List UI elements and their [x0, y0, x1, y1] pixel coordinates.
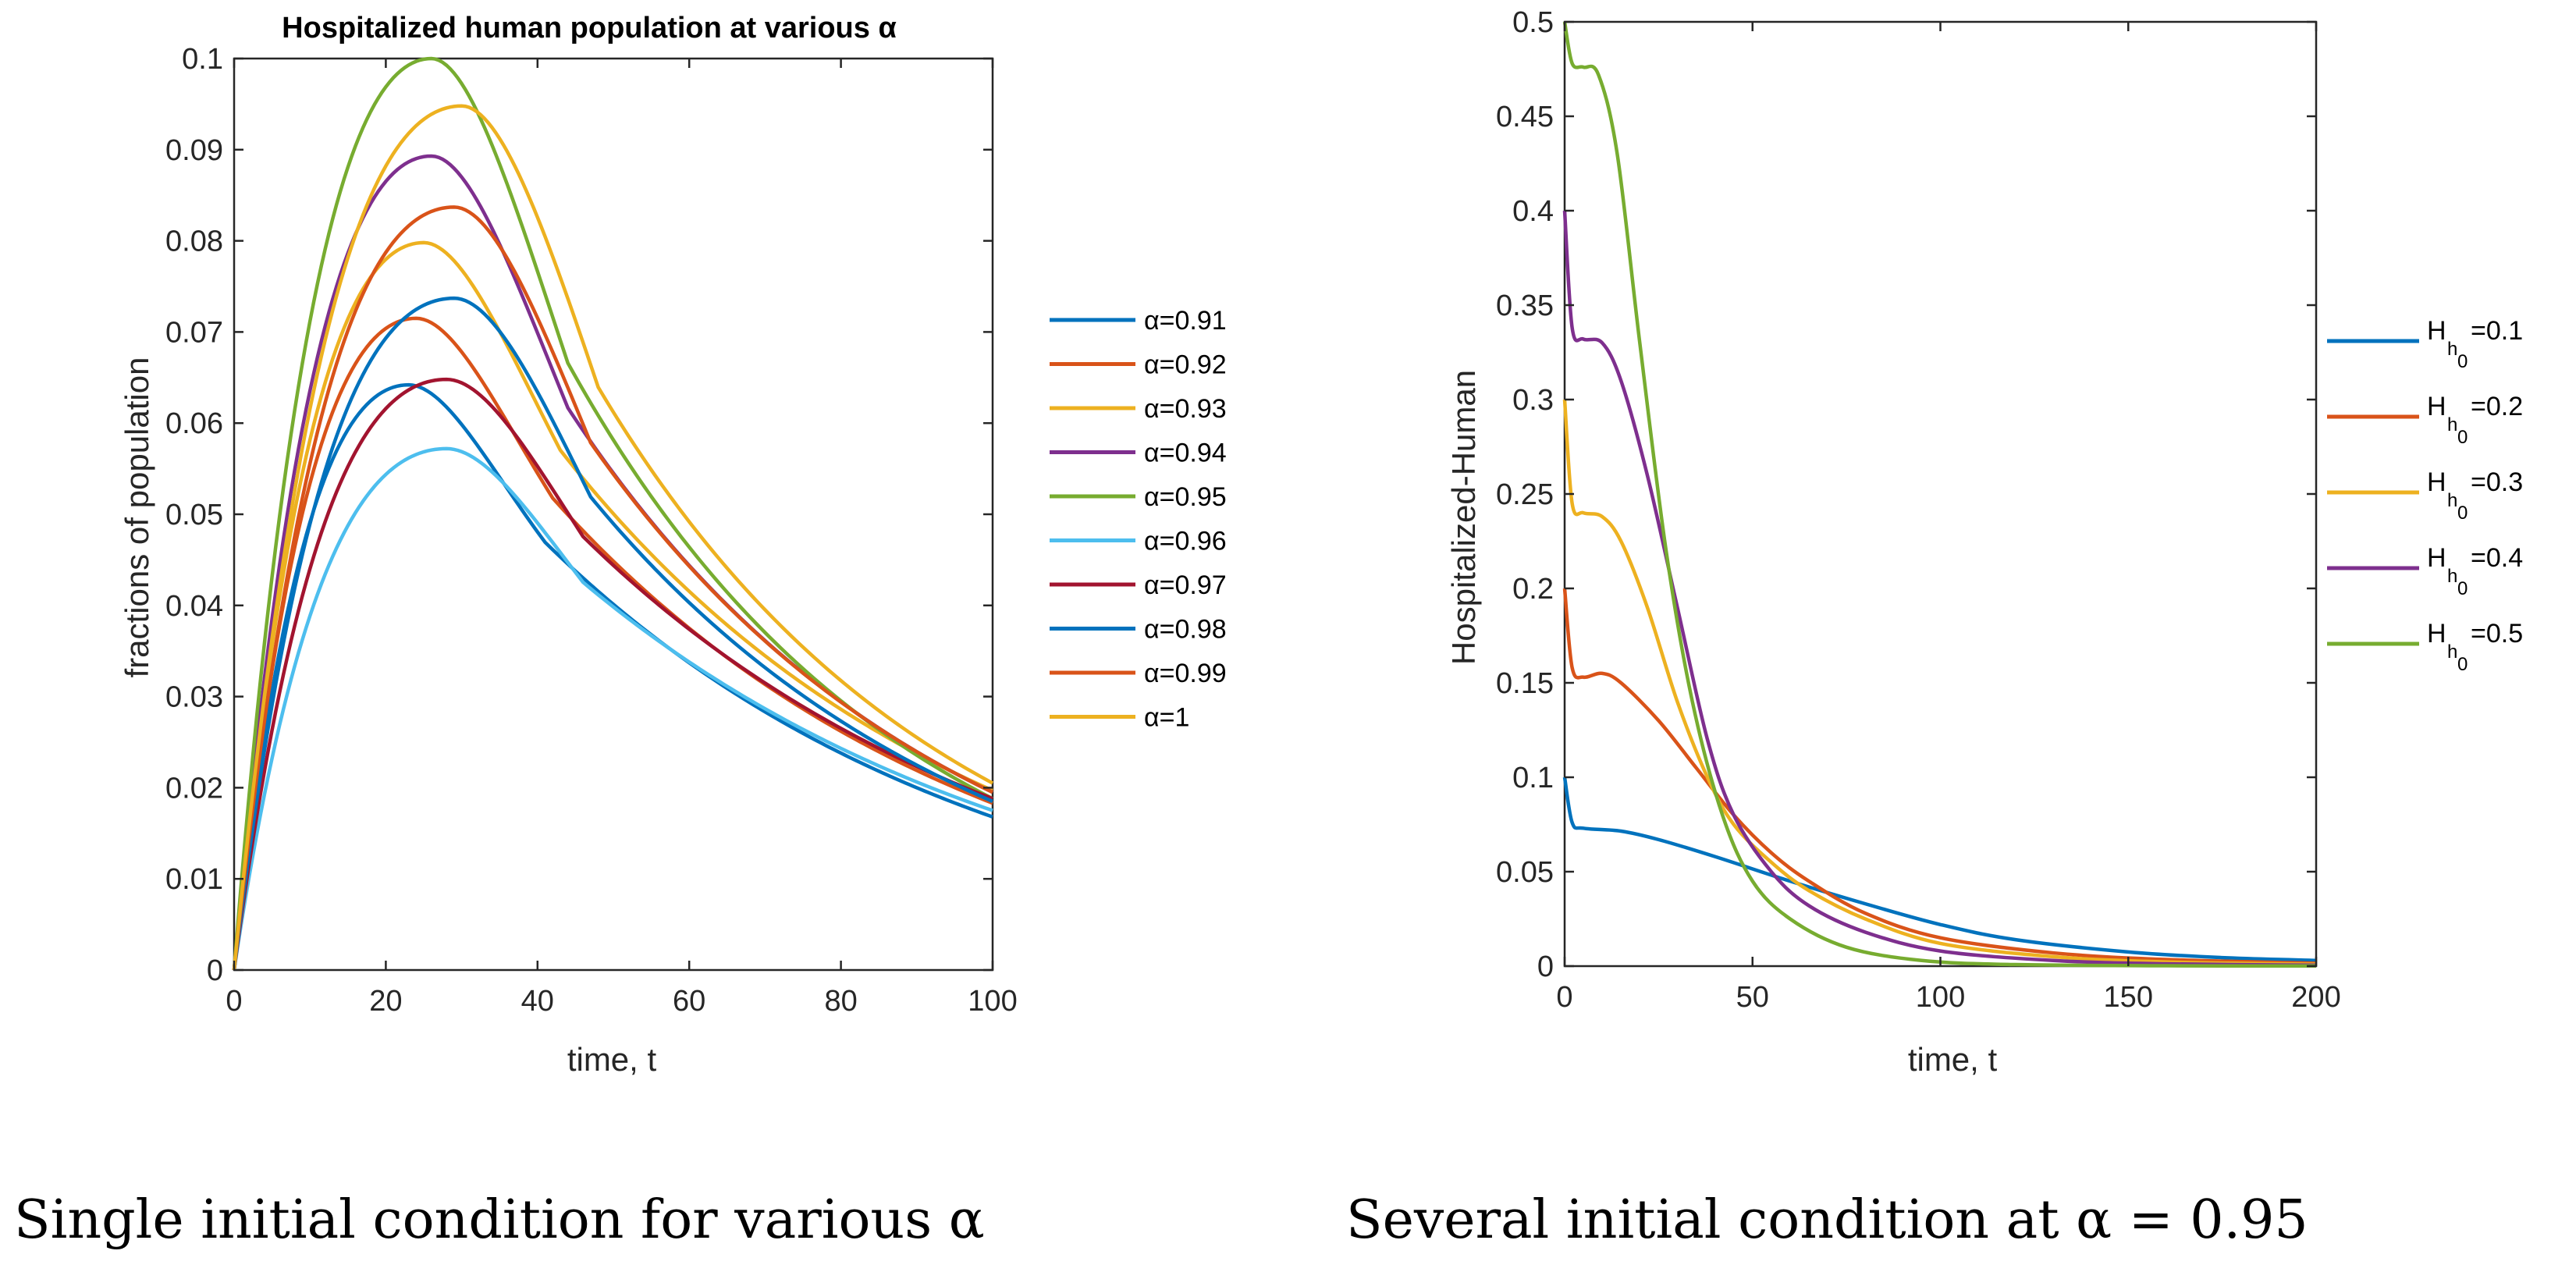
legend-entry: α=0.94: [1144, 439, 1227, 468]
legend-subsubscript: 0: [2457, 503, 2468, 524]
legend-subsubscript: 0: [2457, 427, 2468, 448]
chart-right-xlabel: time, t: [1908, 1041, 1998, 1078]
legend-entry: Hh0=0.2: [2427, 392, 2523, 448]
series-line-alpha-0.96: [232, 446, 993, 971]
series-line-alpha-0.99: [232, 205, 993, 971]
chart-right-ytick-label: 0.25: [1496, 478, 1554, 511]
chart-left-xtick-label: 60: [673, 985, 705, 1018]
legend-subsubscript: 0: [2457, 578, 2468, 599]
chart-right-ylabel: Hospitalized-Human: [1445, 370, 1482, 665]
chart-left-xtick-label: 40: [521, 985, 554, 1018]
chart-right-xtick-label: 200: [2291, 981, 2340, 1014]
legend-entry: Hh0=0.1: [2427, 316, 2523, 372]
legend-entry: Hh0=0.5: [2427, 619, 2523, 675]
chart-right: 0 50 100 150 200 0 0.05 0.1 0.15 0.2 0.25 0.3 0.35 0.…: [1445, 6, 2523, 1078]
chart-right-ytick-label: 0.05: [1496, 856, 1554, 889]
chart-left-xlabel: time, t: [567, 1041, 657, 1078]
chart-left-legend: α=0.91 α=0.92 α=0.93 α=0.94 α=0.95 α=0.96 α=0.…: [1050, 306, 1227, 733]
series-line-h0-0.4: [1562, 210, 2317, 968]
chart-left-ytick-label: 0.06: [165, 407, 223, 440]
legend-entry: α=0.96: [1144, 527, 1227, 556]
chart-right-xtick-label: 100: [1916, 981, 1965, 1014]
chart-right-ytick-label: 0.45: [1496, 101, 1554, 133]
chart-left-xtick-label: 20: [369, 985, 402, 1018]
chart-right-ytick-label: 0.2: [1512, 573, 1554, 606]
chart-right-ytick-label: 0.4: [1512, 195, 1554, 228]
series-line-alpha-1: [232, 104, 994, 971]
legend-symbol: H: [2427, 316, 2446, 346]
legend-subscript: h: [2447, 641, 2457, 663]
chart-right-ytick-label: 0.1: [1512, 762, 1554, 794]
chart-right-ytick-label: 0.35: [1496, 290, 1554, 322]
series-line-alpha-0.93: [232, 240, 993, 971]
chart-right-xtick-label: 50: [1736, 981, 1769, 1014]
legend-value: =0.4: [2471, 543, 2523, 573]
legend-entry: α=0.92: [1144, 350, 1227, 380]
chart-right-axes-box: [1563, 20, 2318, 968]
legend-subsubscript: 0: [2457, 351, 2468, 372]
chart-left-ytick-label: 0.02: [165, 772, 223, 805]
chart-left-ytick-label: 0: [207, 954, 223, 987]
series-line-h0-0.3: [1562, 399, 2317, 966]
legend-entry: Hh0=0.3: [2427, 467, 2523, 524]
caption-right: Several initial condition at α = 0.95: [1346, 1189, 2308, 1251]
legend-symbol: H: [2427, 392, 2446, 421]
chart-right-ytick-label: 0.5: [1512, 6, 1554, 39]
legend-subscript: h: [2447, 339, 2457, 360]
chart-left-xtick-label: 80: [824, 985, 857, 1018]
series-line-h0-0.5: [1562, 21, 2317, 968]
series-line-alpha-0.91: [232, 382, 993, 971]
chart-left-ytick-label: 0.04: [165, 590, 223, 623]
chart-left-ytick-label: 0.09: [165, 134, 223, 167]
legend-entry: α=0.95: [1144, 482, 1227, 512]
series-line-alpha-0.97: [232, 377, 993, 971]
chart-left-xtick-label: 100: [968, 985, 1017, 1018]
chart-left-xtick-label: 0: [226, 985, 242, 1018]
chart-left: Hospitalized human population at various…: [119, 12, 1227, 1078]
legend-value: =0.3: [2471, 467, 2523, 497]
chart-left-ytick-label: 0.03: [165, 681, 223, 714]
legend-entry: α=0.97: [1144, 570, 1227, 600]
legend-subscript: h: [2447, 566, 2457, 587]
series-line-h0-0.2: [1562, 588, 2317, 965]
chart-right-plot-area: [1562, 20, 2318, 968]
chart-left-title: Hospitalized human population at various…: [282, 12, 897, 44]
legend-entry: α=1: [1144, 703, 1189, 733]
legend-entry: α=0.98: [1144, 615, 1227, 645]
chart-left-ytick-label: 0.1: [182, 43, 223, 76]
chart-left-ytick-label: 0.08: [165, 226, 223, 258]
chart-left-ytick-label: 0.05: [165, 499, 223, 531]
legend-subscript: h: [2447, 490, 2457, 511]
chart-right-ticks: 0 50 100 150 200 0 0.05 0.1 0.15 0.2 0.25 0.3 0.35 0.…: [1496, 6, 2341, 1014]
legend-symbol: H: [2427, 619, 2446, 648]
legend-value: =0.1: [2471, 316, 2523, 346]
legend-value: =0.5: [2471, 619, 2523, 648]
caption-left: Single initial condition for various α: [14, 1189, 985, 1251]
legend-entry: α=0.99: [1144, 659, 1227, 688]
legend-entry: Hh0=0.4: [2427, 543, 2523, 599]
legend-symbol: H: [2427, 543, 2446, 573]
legend-symbol: H: [2427, 467, 2446, 497]
chart-right-ytick-label: 0.3: [1512, 384, 1554, 417]
chart-left-plot-area: [232, 56, 994, 972]
series-line-alpha-0.92: [232, 316, 993, 971]
series-line-alpha-0.98: [232, 296, 993, 971]
chart-right-ytick-label: 0: [1537, 951, 1554, 983]
legend-entry: α=0.91: [1144, 306, 1227, 336]
chart-left-ytick-label: 0.01: [165, 863, 223, 896]
chart-right-ytick-label: 0.15: [1496, 667, 1554, 700]
legend-subscript: h: [2447, 414, 2457, 435]
legend-value: =0.2: [2471, 392, 2523, 421]
legend-subsubscript: 0: [2457, 654, 2468, 675]
legend-entry: α=0.93: [1144, 394, 1227, 424]
chart-right-xtick-label: 0: [1556, 981, 1572, 1014]
chart-right-xtick-label: 150: [2104, 981, 2153, 1014]
chart-left-ytick-label: 0.07: [165, 316, 223, 349]
chart-left-ylabel: fractions of population: [119, 357, 155, 678]
chart-left-ticks: 0 20 40 60 80 100 0 0.01 0.02 0.03 0.04 0.05 0.06 0.0…: [165, 43, 1018, 1018]
